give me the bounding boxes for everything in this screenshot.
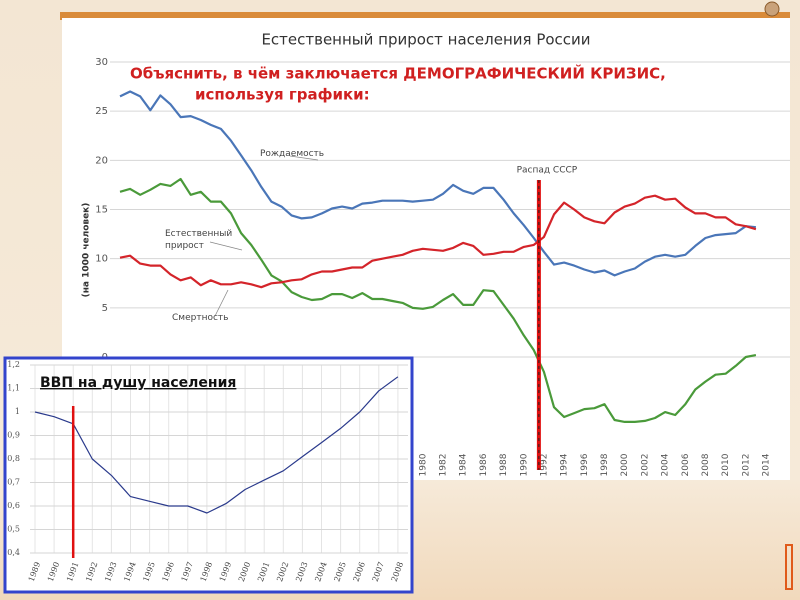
leader-line	[209, 241, 243, 251]
inset-frame	[3, 356, 414, 594]
top-bar	[60, 12, 790, 20]
y-tick-label: 1,1	[7, 384, 20, 393]
series-label: Смертность	[172, 313, 229, 323]
y-tick-label: 0,6	[7, 501, 20, 510]
heading-line: используя графики:	[195, 86, 370, 104]
x-tick-label: 1986	[479, 453, 489, 476]
x-tick-label: 1984	[459, 453, 469, 476]
series-label-box: Рождаемость	[260, 149, 325, 159]
x-tick-label: 2012	[741, 454, 751, 477]
x-tick-label: 1992	[539, 454, 549, 477]
x-tick-label: 2000	[620, 453, 630, 476]
x-tick-label: 1988	[499, 453, 509, 476]
heading-line: Объяснить, в чём заключается ДЕМОГРАФИЧЕ…	[130, 64, 666, 83]
x-tick-label: 2002	[640, 454, 650, 477]
x-tick-label: 2008	[701, 453, 711, 476]
y-tick-label: 1,2	[7, 360, 20, 369]
x-tick-label: 1980	[418, 453, 428, 476]
main-chart: 0510152025301980198219841986198819901992…	[95, 57, 790, 476]
series-line	[119, 194, 757, 289]
annotation: Распад СССР	[517, 166, 578, 176]
series-line	[119, 90, 757, 277]
y-tick-label: 0,4	[7, 548, 20, 557]
x-tick-label: 2014	[762, 453, 772, 476]
x-tick-label: 2006	[681, 453, 691, 476]
chart-title: Естественный прирост населения России	[261, 31, 590, 49]
series-label-box: Смертность	[172, 313, 229, 323]
inset-title: ВВП на душу населения	[40, 375, 236, 391]
x-tick-label: 1990	[519, 453, 529, 476]
y-tick-label: 1	[15, 407, 20, 416]
x-tick-label: 2004	[661, 453, 671, 476]
x-tick-label: 1996	[580, 453, 590, 476]
y-tick-label: 20	[95, 155, 108, 166]
x-tick-label: 1994	[560, 453, 570, 476]
y-tick-label: 0,9	[7, 431, 20, 440]
corner-bracket	[785, 544, 793, 590]
y-tick-label: 0,8	[7, 454, 20, 463]
y-tick-label: 10	[95, 254, 108, 265]
y-tick-label: 0,7	[7, 478, 20, 487]
x-tick-label: 1982	[439, 454, 449, 477]
series-line	[119, 177, 757, 423]
corner-icon	[764, 1, 780, 17]
y-tick-label: 25	[95, 106, 108, 117]
y-tick-label: 15	[95, 205, 108, 216]
leader-line	[214, 289, 229, 317]
series-label: Рождаемость	[260, 149, 325, 159]
y-tick-label: 0,5	[7, 525, 20, 534]
y-axis-label: (на 1000 человек)	[82, 203, 92, 298]
series-label-box: Естественный прирост	[165, 229, 233, 251]
x-tick-label: 2010	[721, 453, 731, 476]
series-label: Естественный прирост	[165, 229, 233, 251]
y-tick-label: 30	[95, 57, 108, 68]
y-tick-label: 5	[102, 303, 108, 314]
leader-line	[289, 155, 319, 161]
x-tick-label: 1998	[600, 453, 610, 476]
series-line	[34, 376, 399, 514]
